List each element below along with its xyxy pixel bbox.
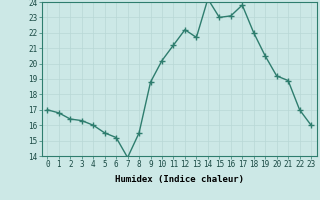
X-axis label: Humidex (Indice chaleur): Humidex (Indice chaleur) — [115, 175, 244, 184]
